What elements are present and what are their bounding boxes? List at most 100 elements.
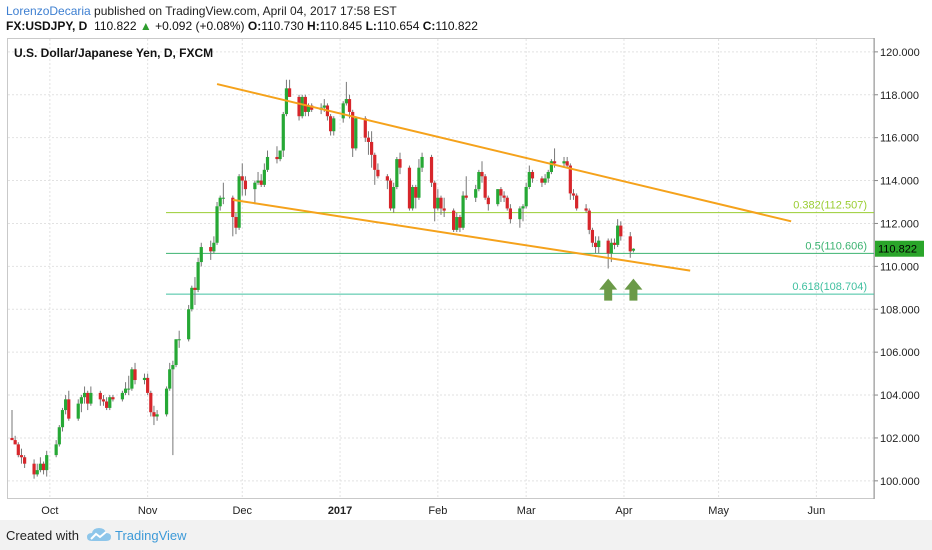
candle-body	[10, 437, 14, 441]
symbol: FX:USDJPY, D	[6, 19, 88, 33]
trendline	[216, 83, 792, 223]
x-tick-label: 2017	[328, 505, 352, 517]
candle	[325, 103, 330, 121]
candle	[190, 285, 194, 312]
candle	[111, 395, 115, 402]
candle-body	[193, 287, 197, 290]
candle-body	[240, 176, 244, 181]
candle	[392, 182, 396, 213]
y-tick-label: 114.000	[880, 176, 919, 188]
candle-body	[54, 444, 58, 456]
candle	[344, 81, 348, 106]
candle	[23, 455, 27, 468]
candle-body	[38, 463, 42, 471]
candle-body	[597, 240, 601, 248]
candle	[455, 212, 459, 233]
candle	[458, 214, 462, 233]
candle	[518, 206, 522, 228]
candle	[149, 390, 153, 417]
price-chart[interactable]: 100.000 102.000 104.000 106.000 108.000 110.0…	[0, 0, 932, 520]
tradingview-cloud-icon[interactable]	[86, 527, 112, 548]
candle-body	[436, 197, 440, 209]
candle	[433, 180, 437, 222]
candle-body	[259, 180, 263, 185]
candle	[565, 156, 569, 168]
candle-body	[496, 189, 500, 205]
created-with-text: Created with	[6, 528, 79, 543]
candle-body	[79, 397, 83, 404]
candle	[54, 440, 58, 458]
symbol-line: FX:USDJPY, D 110.822 ▲ +0.092 (+0.08%) O…	[6, 19, 478, 33]
fib-level-label: 0.382(112.507)	[793, 200, 867, 212]
candle	[60, 407, 65, 432]
candle	[505, 195, 509, 211]
candle-body	[590, 229, 595, 243]
candle-body	[414, 186, 418, 198]
tradingview-brand[interactable]: TradingView	[115, 528, 187, 543]
candle	[196, 257, 200, 293]
candle-body	[212, 242, 216, 252]
candle-body	[354, 118, 358, 149]
high-label: H:	[307, 19, 320, 33]
publish-line: LorenzoDecaria published on TradingView.…	[6, 4, 397, 18]
x-tick-label: Apr	[615, 505, 632, 517]
candle	[407, 165, 412, 211]
candle-body	[177, 339, 181, 341]
candle	[590, 227, 595, 248]
candle-body	[287, 88, 292, 97]
candle	[177, 330, 181, 348]
candle-body	[341, 103, 345, 119]
candle	[221, 182, 225, 205]
candle-body	[101, 399, 106, 402]
y-tick-label: 120.000	[880, 47, 920, 59]
candle-body	[612, 242, 617, 245]
candle-body	[146, 377, 150, 393]
chart-title: U.S. Dollar/Japanese Yen, D, FXCM	[14, 46, 214, 60]
candle	[146, 373, 150, 396]
candle	[420, 152, 424, 172]
candle	[35, 463, 39, 477]
candle	[606, 238, 610, 269]
candle-body	[452, 210, 456, 230]
candle-body	[619, 225, 623, 237]
y-tick-label: 100.000	[880, 476, 920, 488]
author-link[interactable]: LorenzoDecaria	[6, 4, 91, 18]
chart-frame[interactable]	[7, 38, 875, 499]
candle-body	[32, 463, 36, 475]
candle-body	[442, 208, 446, 211]
candle	[130, 367, 134, 391]
candle-body	[502, 195, 506, 198]
candle-body	[483, 176, 487, 198]
candle	[38, 457, 42, 473]
candle	[10, 410, 14, 441]
close-label: C:	[422, 19, 436, 33]
candle-body	[133, 369, 137, 381]
candle	[155, 410, 159, 421]
candle-body	[458, 217, 462, 228]
candle	[168, 362, 172, 391]
y-tick-label: 116.000	[880, 133, 919, 145]
candle	[108, 395, 112, 411]
candle	[82, 386, 87, 404]
low-label: L:	[365, 19, 377, 33]
candle-body	[540, 178, 544, 183]
candle-body	[234, 217, 238, 228]
change-up-icon: ▲	[139, 19, 152, 33]
y-tick-label: 104.000	[880, 390, 920, 402]
candle-body	[215, 206, 219, 243]
candle-body	[518, 208, 522, 220]
candle	[395, 156, 399, 190]
x-tick-label: Jun	[808, 505, 826, 517]
candle-body	[60, 410, 65, 428]
candle-body	[433, 182, 437, 209]
candle-body	[82, 392, 87, 398]
candle-body	[155, 414, 159, 417]
candle-body	[171, 365, 175, 370]
candle	[234, 212, 238, 235]
candle	[127, 375, 131, 396]
fib-level-label: 0.618(108.704)	[792, 281, 867, 293]
candle-body	[275, 156, 279, 160]
candle-body	[480, 171, 484, 177]
last-price: 110.822	[94, 19, 137, 33]
candle-body	[265, 156, 270, 170]
